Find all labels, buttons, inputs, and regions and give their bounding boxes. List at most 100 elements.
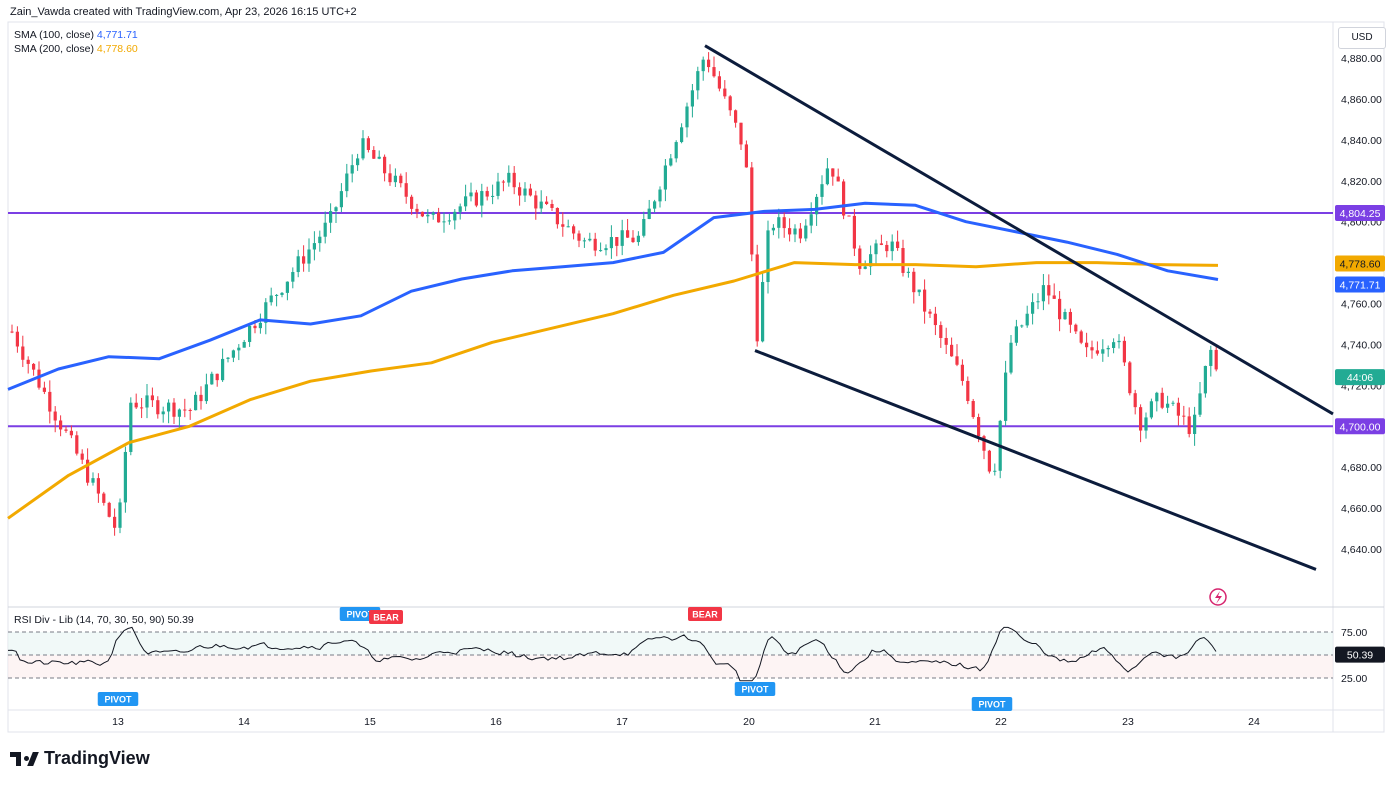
candle[interactable] [42, 381, 46, 395]
candle[interactable] [690, 83, 694, 118]
candle[interactable] [404, 172, 408, 204]
candle[interactable] [944, 327, 948, 355]
tradingview-logo[interactable]: TradingView [10, 748, 150, 769]
candle[interactable] [993, 463, 997, 476]
candle[interactable] [588, 232, 592, 242]
candle[interactable] [204, 373, 208, 404]
candle[interactable] [1198, 381, 1202, 417]
candle[interactable] [680, 123, 684, 144]
candle[interactable] [447, 213, 451, 225]
candle[interactable] [820, 175, 824, 205]
candle[interactable] [1085, 332, 1089, 358]
candle[interactable] [199, 386, 203, 410]
candle[interactable] [685, 102, 689, 138]
sma200-line[interactable] [7, 261, 1219, 520]
candle[interactable] [242, 339, 246, 348]
candle[interactable] [912, 267, 916, 304]
candle[interactable] [458, 203, 462, 220]
candle[interactable] [561, 212, 565, 237]
candle[interactable] [291, 267, 295, 289]
candle[interactable] [129, 397, 133, 456]
candle[interactable] [766, 220, 770, 294]
candle[interactable] [701, 56, 705, 81]
lightning-icon[interactable] [1209, 588, 1227, 606]
candle[interactable] [1149, 398, 1153, 420]
candle[interactable] [312, 231, 316, 261]
candle[interactable] [885, 240, 889, 258]
candle[interactable] [1214, 346, 1218, 372]
candle[interactable] [523, 182, 527, 203]
candle[interactable] [1128, 360, 1132, 396]
candle[interactable] [26, 356, 30, 374]
candle[interactable] [1004, 360, 1008, 426]
candle[interactable] [485, 186, 489, 201]
rsi-legend[interactable]: RSI Div - Lib (14, 70, 30, 50, 90) 50.39 [14, 614, 194, 626]
candle[interactable] [464, 184, 468, 212]
candle[interactable] [86, 448, 90, 486]
candle[interactable] [150, 387, 154, 408]
candle[interactable] [761, 272, 765, 343]
candle[interactable] [285, 281, 289, 301]
candle[interactable] [1052, 283, 1056, 299]
candle[interactable] [356, 153, 360, 171]
candle[interactable] [248, 324, 252, 347]
candle[interactable] [48, 380, 52, 424]
sma100-line[interactable] [7, 201, 1219, 391]
candle[interactable] [1171, 400, 1175, 406]
candle[interactable] [32, 362, 36, 376]
candle[interactable] [1031, 293, 1035, 325]
candle[interactable] [906, 267, 910, 278]
candle[interactable] [431, 211, 435, 220]
candle[interactable] [442, 212, 446, 233]
candle[interactable] [1063, 308, 1067, 320]
candle[interactable] [604, 244, 608, 256]
currency-button[interactable]: USD [1338, 27, 1386, 49]
candle[interactable] [609, 225, 613, 259]
candle[interactable] [59, 415, 63, 437]
candle[interactable] [599, 242, 603, 252]
candle[interactable] [798, 223, 802, 244]
candle[interactable] [928, 309, 932, 318]
candle[interactable] [545, 196, 549, 206]
candle[interactable] [1155, 391, 1159, 412]
upper-trendline[interactable] [704, 44, 1334, 416]
candle[interactable] [161, 406, 165, 423]
candle[interactable] [636, 231, 640, 246]
candle[interactable] [231, 349, 235, 363]
candle[interactable] [1203, 365, 1207, 398]
candle[interactable] [534, 190, 538, 220]
candle[interactable] [1193, 406, 1197, 446]
candle[interactable] [696, 66, 700, 100]
candle[interactable] [582, 237, 586, 248]
sma100-legend[interactable]: SMA (100, close) 4,771.71 [14, 29, 138, 41]
candle[interactable] [1036, 293, 1040, 310]
candle[interactable] [210, 371, 214, 385]
candle[interactable] [555, 207, 559, 229]
candle[interactable] [75, 431, 79, 456]
candle[interactable] [647, 199, 651, 220]
candle[interactable] [280, 292, 284, 298]
candle[interactable] [102, 491, 106, 506]
candle[interactable] [825, 158, 829, 186]
candle[interactable] [917, 289, 921, 297]
candle[interactable] [237, 344, 241, 361]
sma200-legend[interactable]: SMA (200, close) 4,778.60 [14, 43, 138, 55]
candle[interactable] [1101, 339, 1105, 362]
candle[interactable] [410, 194, 414, 215]
candle[interactable] [663, 159, 667, 202]
candle[interactable] [426, 209, 430, 224]
candle[interactable] [366, 136, 370, 153]
candle[interactable] [1079, 329, 1083, 345]
candle[interactable] [1144, 412, 1148, 439]
candle[interactable] [793, 224, 797, 243]
candle[interactable] [1209, 345, 1213, 377]
candle[interactable] [118, 498, 122, 534]
candle[interactable] [631, 230, 635, 243]
candle[interactable] [836, 168, 840, 182]
candle[interactable] [615, 236, 619, 257]
candle[interactable] [879, 234, 883, 246]
candle[interactable] [728, 95, 732, 116]
candle[interactable] [215, 373, 219, 387]
candle[interactable] [950, 337, 954, 357]
